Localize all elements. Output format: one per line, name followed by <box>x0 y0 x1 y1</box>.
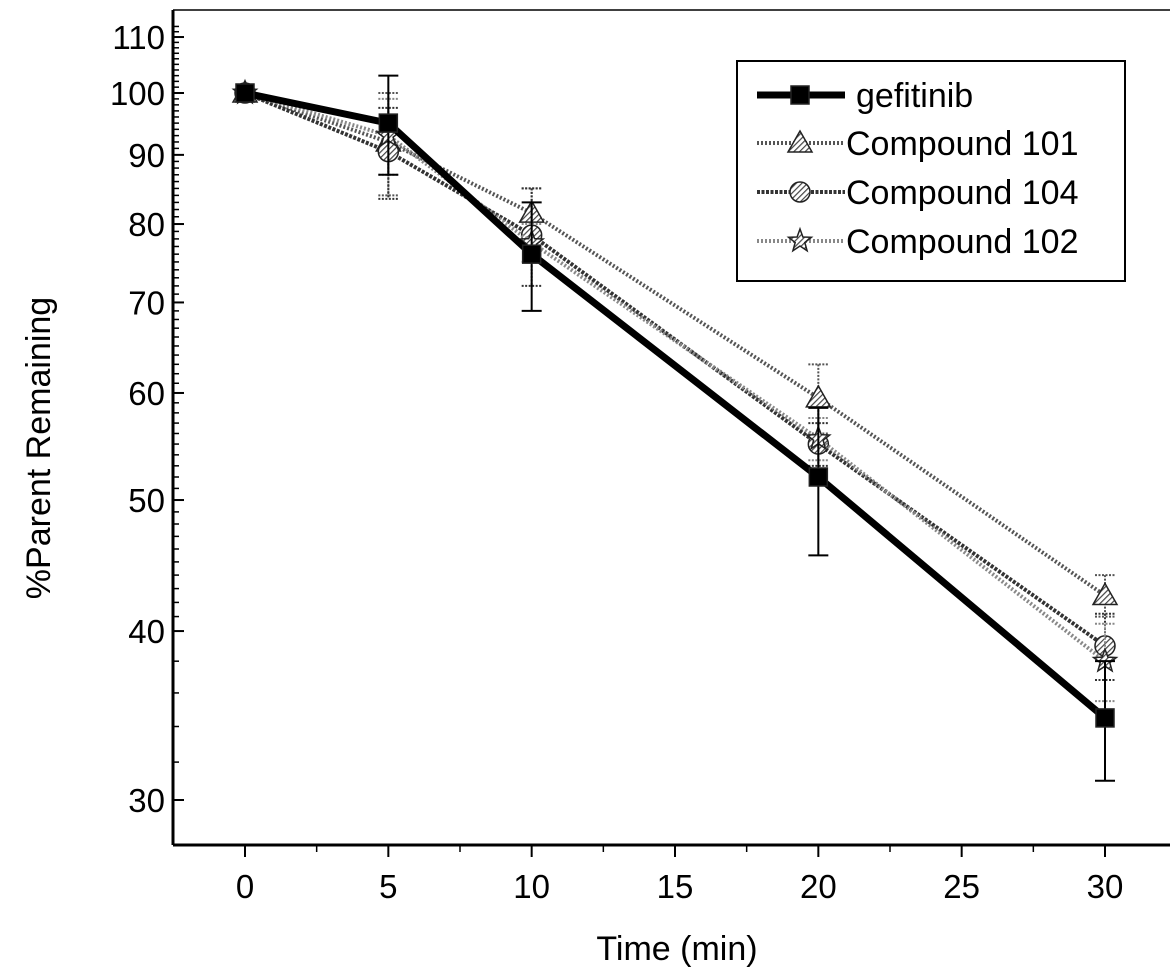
data-point-square <box>378 113 399 133</box>
x-tick-label: 20 <box>800 868 837 905</box>
legend-label: Compound 101 <box>846 125 1079 163</box>
data-point-square <box>790 85 810 105</box>
x-tick-label: 15 <box>657 868 694 905</box>
x-tick-label: 10 <box>513 868 550 905</box>
data-point-circle <box>789 181 811 203</box>
data-point-square <box>235 83 255 103</box>
y-tick-label: 110 <box>112 19 165 56</box>
x-tick-label: 25 <box>943 868 980 905</box>
y-tick-label: 70 <box>128 284 165 321</box>
x-axis-label: Time (min) <box>596 930 757 968</box>
y-tick-label: 30 <box>128 782 165 819</box>
legend: gefitinib Compound 101 Compound 104 Compoun… <box>736 60 1126 282</box>
series-gefitinib <box>235 74 1115 782</box>
y-tick-label: 100 <box>110 75 165 112</box>
legend-label: gefitinib <box>856 77 973 115</box>
series-layer <box>231 74 1119 782</box>
data-point-square <box>808 467 829 487</box>
series-line <box>244 91 1107 598</box>
data-point-star <box>786 226 814 253</box>
y-tick-label: 90 <box>128 137 165 174</box>
legend-label: Compound 102 <box>846 223 1079 261</box>
legend-label: Compound 104 <box>846 174 1079 212</box>
y-tick-label: 40 <box>128 613 165 650</box>
data-point-triangle <box>1091 581 1119 606</box>
data-point-square <box>1095 708 1115 728</box>
y-tick-label: 80 <box>128 206 165 243</box>
plot-frame <box>171 9 1170 847</box>
x-tick-label: 30 <box>1087 868 1124 905</box>
x-tick-label: 5 <box>379 868 397 905</box>
y-axis-label: %Parent Remaining <box>20 297 58 599</box>
x-tick-label: 0 <box>236 868 254 905</box>
y-tick-label: 60 <box>128 375 165 412</box>
data-point-triangle <box>805 384 832 408</box>
data-point-square <box>521 244 542 264</box>
axis-ticks: 30 40 50 60 70 80 90 100 110 0 5 10 15 20 25 30 <box>110 19 1123 905</box>
data-point-triangle <box>786 129 814 153</box>
y-tick-label: 50 <box>128 482 165 519</box>
